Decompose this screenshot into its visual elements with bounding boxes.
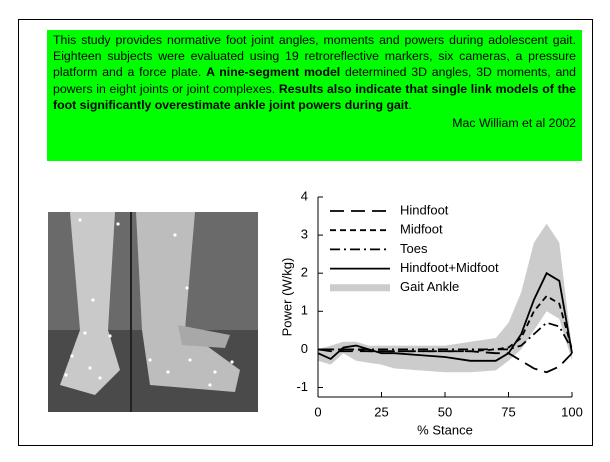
- y-axis-label: Power (W/kg): [279, 258, 294, 337]
- figure: Power (W/kg) % Stance -1 0 1 2 3 4 0 25 50 75 100 H…: [0, 0, 610, 462]
- x-axis-label: % Stance: [417, 422, 473, 437]
- legend-label: Midfoot: [400, 222, 443, 237]
- y-tick-label: -1: [296, 379, 308, 394]
- y-tick-label: 3: [301, 227, 308, 242]
- x-tick-label: 25: [374, 404, 388, 419]
- y-tick-label: 0: [301, 341, 308, 356]
- y-tick-label: 1: [301, 303, 308, 318]
- legend-label: Toes: [400, 241, 428, 256]
- x-tick-label: 75: [501, 404, 515, 419]
- x-tick-label: 100: [561, 404, 583, 419]
- legend-label: Hindfoot+Midfoot: [400, 260, 499, 275]
- page: This study provides normative foot joint…: [0, 0, 610, 462]
- x-tick-label: 0: [314, 404, 321, 419]
- legend-label: Gait Ankle: [400, 279, 459, 294]
- legend-label: Hindfoot: [400, 202, 449, 217]
- foot-photo: [48, 212, 258, 412]
- x-tick-label: 50: [438, 404, 452, 419]
- y-tick-label: 4: [301, 188, 308, 203]
- y-tick-label: 2: [301, 265, 308, 280]
